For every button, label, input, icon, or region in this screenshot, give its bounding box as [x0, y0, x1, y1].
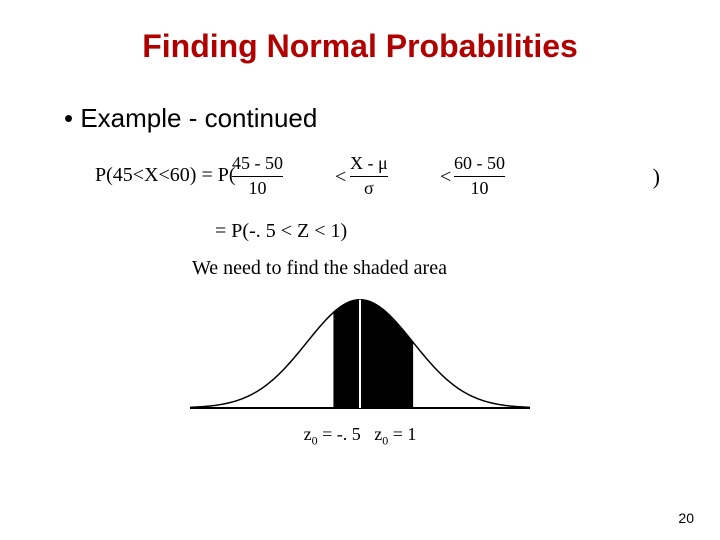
- z0-right: z0 = 1: [374, 424, 416, 444]
- shaded-area-message: We need to find the shaded area: [192, 257, 720, 280]
- example-bullet: • Example - continued: [64, 103, 720, 134]
- equation-line-1: P(45<X<60) = P( 45 - 50 10 < X - μ σ < 6…: [0, 152, 720, 212]
- normal-curve-chart: [180, 286, 540, 426]
- z-axis-labels: z0 = -. 5 z0 = 1: [0, 424, 720, 449]
- equation-z-line: = P(-. 5 < Z < 1): [215, 220, 720, 243]
- normal-curve-svg: [180, 286, 540, 426]
- page-number: 20: [678, 510, 694, 526]
- lt-2: <: [440, 166, 451, 189]
- fraction-1: 45 - 50 10: [232, 154, 283, 199]
- lt-1: <: [335, 166, 346, 189]
- fraction-2: X - μ σ: [350, 154, 388, 199]
- eq-close-paren: ): [653, 164, 660, 190]
- z0-left: z0 = -. 5: [304, 424, 366, 444]
- eq-lhs: P(45<X<60) = P(: [95, 164, 236, 187]
- fraction-3: 60 - 50 10: [454, 154, 505, 199]
- page-title: Finding Normal Probabilities: [0, 0, 720, 65]
- bullet-text: Example - continued: [80, 103, 317, 133]
